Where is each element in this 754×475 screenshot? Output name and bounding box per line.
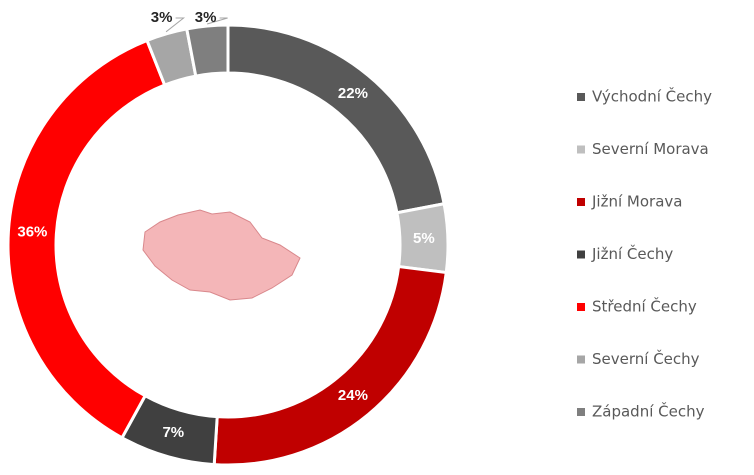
- legend-swatch: [577, 408, 585, 416]
- legend-swatch: [577, 355, 585, 364]
- legend-swatch: [577, 250, 585, 259]
- donut-slice: [185, 23, 230, 78]
- data-label: 3%: [195, 9, 217, 26]
- legend-label: Severní Morava: [592, 140, 709, 158]
- legend-label: Východní Čechy: [592, 87, 712, 106]
- data-label: 36%: [17, 224, 47, 241]
- legend-label: Jižní Morava: [591, 193, 682, 211]
- data-label: 3%: [151, 9, 173, 26]
- legend-swatch: [577, 93, 585, 101]
- legend-swatch: [577, 145, 585, 154]
- legend-label: Střední Čechy: [592, 297, 697, 316]
- legend-label: Západní Čechy: [592, 402, 705, 421]
- map-icon: [142, 209, 301, 301]
- legend-swatch: [577, 198, 585, 206]
- leader-line: [206, 17, 228, 25]
- donut-slice: [6, 38, 167, 440]
- legend-swatch: [577, 303, 585, 311]
- data-label: 5%: [413, 230, 435, 247]
- legend-label: Severní Čechy: [592, 349, 700, 368]
- leader-line: [165, 17, 186, 33]
- donut-slice: [226, 23, 446, 215]
- data-label: 24%: [338, 387, 368, 404]
- data-label: 22%: [338, 85, 368, 102]
- legend-label: Jižní Čechy: [591, 244, 673, 263]
- data-label: 7%: [162, 424, 184, 441]
